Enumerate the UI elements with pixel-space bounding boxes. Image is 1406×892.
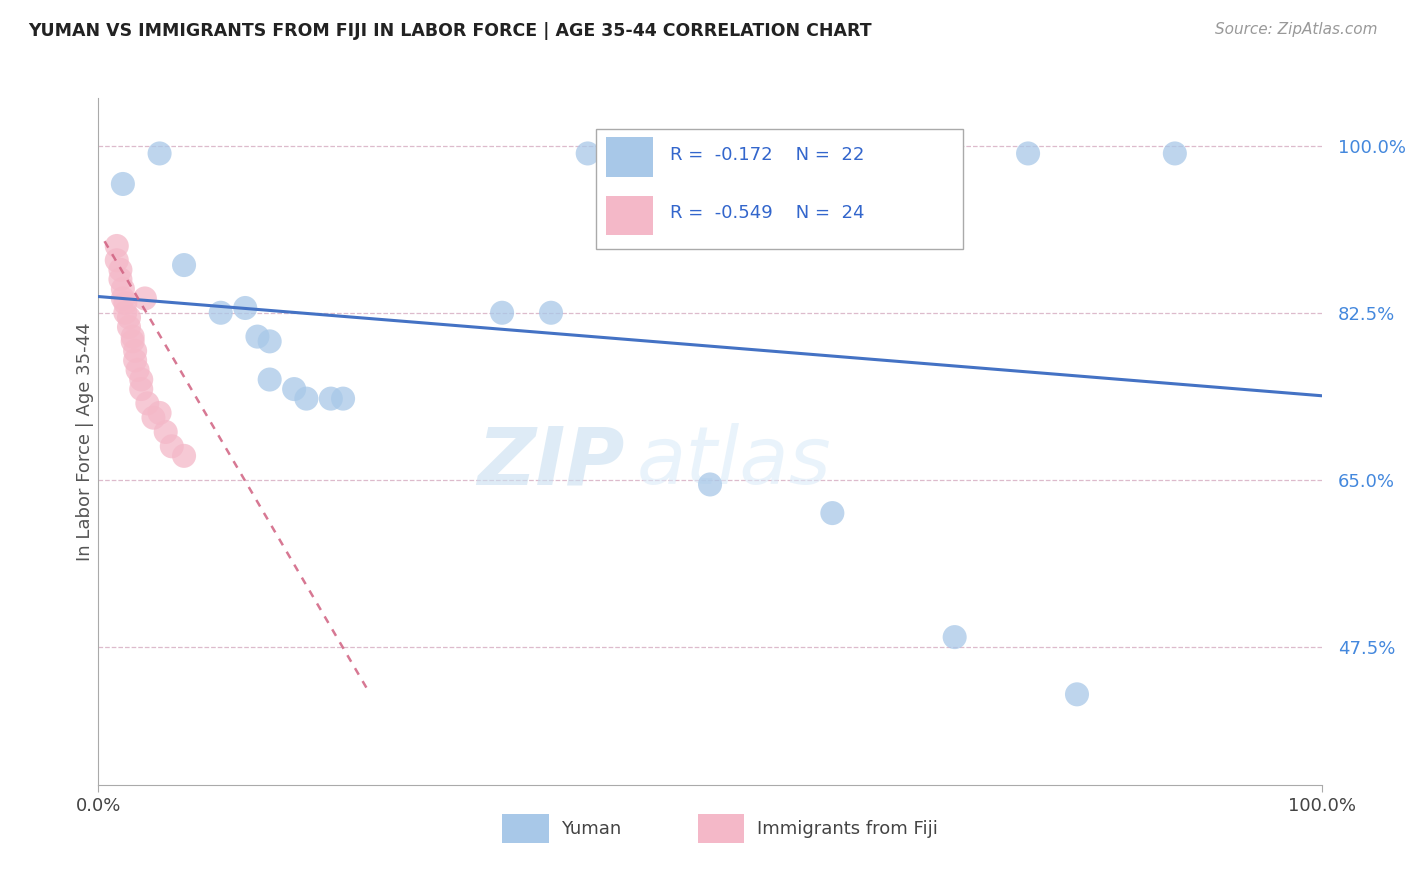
Point xyxy=(332,392,354,406)
FancyBboxPatch shape xyxy=(502,814,548,843)
Point xyxy=(209,306,232,320)
FancyBboxPatch shape xyxy=(606,195,652,235)
Text: ZIP: ZIP xyxy=(477,423,624,501)
Point xyxy=(1164,146,1187,161)
Point xyxy=(110,272,132,286)
Point xyxy=(259,334,281,349)
Point xyxy=(319,392,342,406)
Point xyxy=(149,406,172,420)
Point xyxy=(121,329,143,343)
Point xyxy=(1017,146,1039,161)
Point xyxy=(134,292,156,306)
Point xyxy=(295,392,318,406)
Text: R =  -0.172    N =  22: R = -0.172 N = 22 xyxy=(669,146,865,164)
Text: Source: ZipAtlas.com: Source: ZipAtlas.com xyxy=(1215,22,1378,37)
Point xyxy=(129,382,152,396)
Point xyxy=(118,320,141,334)
Point xyxy=(110,262,132,277)
Point xyxy=(111,177,134,191)
Point xyxy=(124,353,146,368)
Text: atlas: atlas xyxy=(637,423,831,501)
Point xyxy=(1066,687,1088,701)
Point xyxy=(283,382,305,396)
Point xyxy=(173,449,195,463)
Point xyxy=(491,306,513,320)
FancyBboxPatch shape xyxy=(697,814,744,843)
Point xyxy=(114,306,136,320)
Y-axis label: In Labor Force | Age 35-44: In Labor Force | Age 35-44 xyxy=(76,322,94,561)
Point xyxy=(129,372,152,386)
Text: YUMAN VS IMMIGRANTS FROM FIJI IN LABOR FORCE | AGE 35-44 CORRELATION CHART: YUMAN VS IMMIGRANTS FROM FIJI IN LABOR F… xyxy=(28,22,872,40)
Point xyxy=(699,477,721,491)
Point xyxy=(121,334,143,349)
Point xyxy=(111,292,134,306)
Text: Immigrants from Fiji: Immigrants from Fiji xyxy=(756,820,938,838)
Point xyxy=(124,343,146,358)
Point xyxy=(142,410,165,425)
Point xyxy=(136,396,159,410)
Point xyxy=(576,146,599,161)
Point xyxy=(105,253,128,268)
Text: R =  -0.549    N =  24: R = -0.549 N = 24 xyxy=(669,204,865,222)
Point xyxy=(160,439,183,453)
Point xyxy=(173,258,195,272)
Point xyxy=(114,296,136,310)
Text: Yuman: Yuman xyxy=(561,820,621,838)
Point xyxy=(943,630,966,644)
Point xyxy=(233,301,256,315)
Point xyxy=(259,372,281,386)
Point xyxy=(127,363,149,377)
Point xyxy=(246,329,269,343)
Point xyxy=(111,282,134,296)
FancyBboxPatch shape xyxy=(596,129,963,249)
Point xyxy=(118,310,141,325)
Point xyxy=(105,239,128,253)
Point xyxy=(155,425,177,439)
FancyBboxPatch shape xyxy=(606,137,652,178)
Point xyxy=(149,146,172,161)
Point xyxy=(821,506,844,520)
Point xyxy=(540,306,562,320)
Point xyxy=(613,146,636,161)
